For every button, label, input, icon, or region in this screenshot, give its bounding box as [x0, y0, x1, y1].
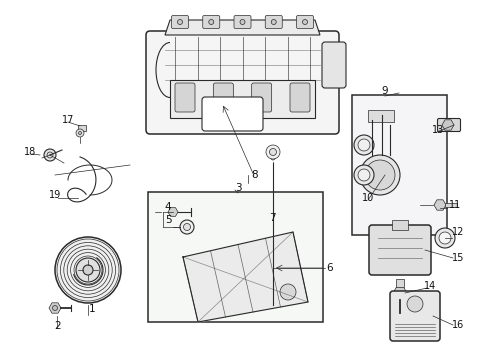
Circle shape [44, 149, 56, 161]
FancyBboxPatch shape [234, 15, 251, 28]
FancyBboxPatch shape [252, 83, 271, 112]
Circle shape [358, 139, 370, 151]
Bar [170, 80, 315, 118]
Text: 9: 9 [382, 86, 388, 96]
Text: 11: 11 [449, 200, 461, 210]
Circle shape [358, 169, 370, 181]
FancyBboxPatch shape [146, 31, 339, 134]
Text: 13: 13 [432, 125, 444, 135]
Text: 8: 8 [252, 170, 258, 180]
Bar [392, 220, 408, 230]
FancyBboxPatch shape [213, 83, 233, 112]
Circle shape [177, 19, 182, 24]
FancyBboxPatch shape [172, 15, 189, 28]
Text: 17: 17 [62, 115, 74, 125]
Circle shape [78, 131, 81, 135]
Circle shape [439, 232, 451, 244]
Circle shape [76, 129, 84, 137]
Polygon shape [168, 208, 178, 216]
Circle shape [435, 228, 455, 248]
Text: 10: 10 [362, 193, 374, 203]
Bar [368, 110, 394, 122]
Text: 5: 5 [165, 215, 172, 225]
Text: 12: 12 [452, 227, 464, 237]
FancyBboxPatch shape [203, 15, 220, 28]
Circle shape [83, 265, 93, 275]
Circle shape [266, 145, 280, 159]
Circle shape [183, 224, 191, 230]
Circle shape [270, 149, 276, 156]
Circle shape [271, 19, 276, 24]
Text: 4: 4 [165, 202, 172, 212]
FancyBboxPatch shape [369, 225, 431, 275]
FancyBboxPatch shape [322, 42, 346, 88]
Circle shape [280, 284, 296, 300]
Circle shape [47, 152, 53, 158]
FancyBboxPatch shape [202, 97, 263, 131]
Bar [396, 279, 404, 287]
Ellipse shape [270, 150, 276, 160]
FancyBboxPatch shape [390, 291, 440, 341]
Text: 18: 18 [24, 147, 36, 157]
Polygon shape [49, 303, 61, 313]
Text: 6: 6 [327, 263, 333, 273]
Text: 14: 14 [424, 281, 436, 291]
Circle shape [209, 19, 214, 24]
Circle shape [354, 165, 374, 185]
Circle shape [76, 258, 100, 282]
Text: 19: 19 [49, 190, 61, 200]
Circle shape [360, 155, 400, 195]
FancyBboxPatch shape [290, 83, 310, 112]
FancyBboxPatch shape [438, 118, 461, 131]
Text: 16: 16 [452, 320, 464, 330]
FancyBboxPatch shape [175, 83, 195, 112]
Circle shape [365, 160, 395, 190]
Bar [78, 125, 86, 131]
Circle shape [302, 19, 308, 24]
FancyBboxPatch shape [296, 15, 314, 28]
Bar [445, 203, 457, 207]
Text: 1: 1 [89, 304, 96, 314]
Polygon shape [165, 20, 320, 35]
Circle shape [354, 135, 374, 155]
Circle shape [55, 237, 121, 303]
Polygon shape [434, 200, 446, 210]
Text: 2: 2 [55, 321, 61, 331]
Circle shape [240, 19, 245, 24]
Circle shape [52, 306, 57, 310]
Circle shape [407, 296, 423, 312]
Text: 7: 7 [269, 213, 275, 223]
Polygon shape [442, 120, 454, 130]
Bar [148, 192, 323, 322]
Circle shape [180, 220, 194, 234]
Polygon shape [393, 287, 407, 299]
Bar [352, 95, 447, 235]
Text: 15: 15 [452, 253, 464, 263]
Text: 3: 3 [235, 183, 241, 193]
Polygon shape [183, 232, 308, 322]
FancyBboxPatch shape [265, 15, 282, 28]
